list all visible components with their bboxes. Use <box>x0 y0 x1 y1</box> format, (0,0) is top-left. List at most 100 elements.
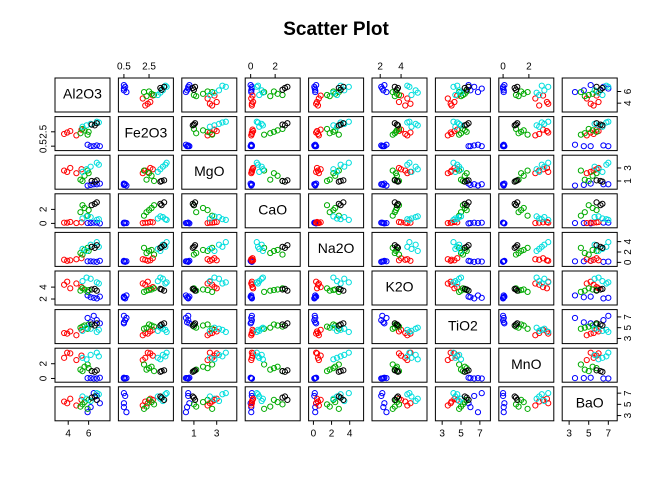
point <box>450 390 457 397</box>
point <box>219 391 226 398</box>
point <box>67 164 74 172</box>
point <box>211 122 218 129</box>
panel <box>117 77 174 113</box>
point <box>274 172 281 179</box>
point <box>313 129 320 136</box>
point <box>545 216 552 223</box>
point <box>270 128 278 135</box>
point <box>524 405 531 412</box>
point <box>186 257 193 264</box>
point <box>150 367 158 375</box>
point <box>312 88 319 96</box>
y-tick-label: 4 <box>39 284 50 290</box>
point <box>83 213 90 220</box>
point <box>581 324 588 331</box>
point <box>395 251 403 258</box>
point <box>605 294 612 301</box>
point <box>91 122 98 129</box>
point <box>341 275 348 282</box>
panel <box>117 270 174 306</box>
chart-title: Scatter Plot <box>283 19 389 40</box>
point <box>267 324 274 331</box>
point <box>182 409 190 416</box>
point <box>78 255 85 262</box>
point <box>538 326 545 333</box>
point <box>87 143 94 150</box>
panel <box>54 116 111 152</box>
x-tick-label: 2 <box>329 428 335 439</box>
point <box>90 375 97 382</box>
panel <box>181 347 238 383</box>
point <box>206 219 213 226</box>
point <box>511 122 518 129</box>
point <box>261 361 268 368</box>
point <box>471 219 478 226</box>
point <box>465 367 472 374</box>
point <box>317 126 324 133</box>
point <box>593 83 600 90</box>
point <box>123 258 130 265</box>
point <box>87 120 94 128</box>
point <box>512 125 520 133</box>
y-tick-label: 4 <box>623 238 634 244</box>
point <box>161 396 168 403</box>
point <box>64 278 71 285</box>
point <box>317 352 324 359</box>
x-tick-label: 5 <box>586 428 592 439</box>
point <box>545 257 552 264</box>
point <box>499 392 507 400</box>
point <box>96 220 103 227</box>
point <box>456 131 463 138</box>
x-tick-label: 2 <box>377 62 383 73</box>
point <box>248 88 255 96</box>
panel <box>244 309 301 345</box>
point <box>248 294 255 301</box>
point <box>541 397 548 405</box>
panel <box>498 116 555 152</box>
point <box>545 100 552 107</box>
point <box>204 207 211 214</box>
panel <box>117 386 174 422</box>
point <box>84 258 91 265</box>
point <box>186 374 193 381</box>
point <box>150 401 158 408</box>
point <box>189 285 196 292</box>
point <box>249 166 256 173</box>
point <box>185 219 192 226</box>
point <box>457 356 465 363</box>
point <box>391 396 398 403</box>
point <box>581 130 588 137</box>
point <box>157 247 164 255</box>
point <box>465 199 472 206</box>
point <box>330 170 337 177</box>
point <box>157 84 164 92</box>
point <box>248 375 255 382</box>
point <box>313 330 320 337</box>
point <box>95 326 102 333</box>
panel <box>54 231 111 267</box>
point <box>447 129 454 136</box>
panel <box>371 231 428 267</box>
point <box>389 405 396 412</box>
point <box>538 161 545 168</box>
point <box>408 168 415 175</box>
point <box>500 409 507 416</box>
point <box>587 219 594 226</box>
point <box>253 83 260 90</box>
point <box>533 247 540 255</box>
point <box>77 209 84 216</box>
point <box>149 255 156 262</box>
point <box>123 374 130 382</box>
point <box>499 294 507 301</box>
point <box>465 396 472 403</box>
point <box>186 293 193 300</box>
point <box>64 400 71 407</box>
point <box>96 293 103 300</box>
point <box>474 141 482 148</box>
point <box>85 207 92 214</box>
point <box>84 219 91 227</box>
point <box>248 400 255 407</box>
point <box>61 256 68 263</box>
point <box>91 368 98 375</box>
point <box>96 257 103 264</box>
